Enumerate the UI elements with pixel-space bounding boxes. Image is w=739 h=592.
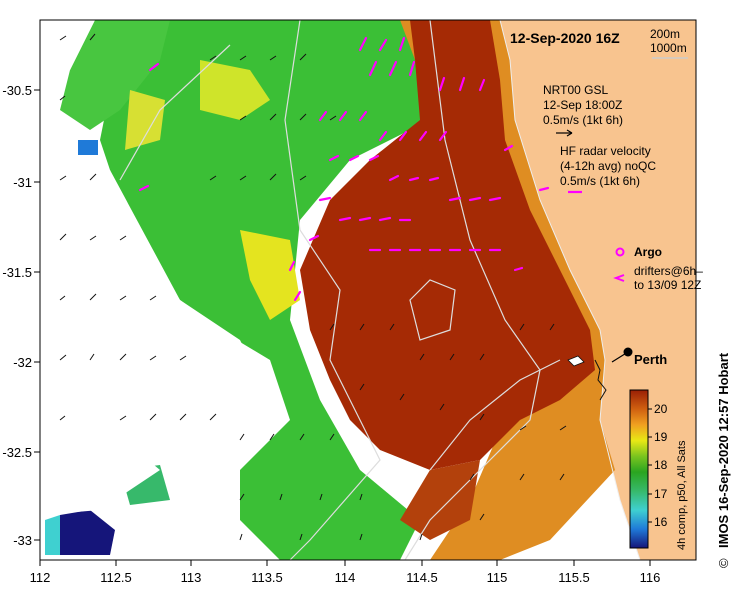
perth-label: Perth [634, 352, 667, 367]
colorbar-ticks [648, 408, 652, 523]
map-title: 12-Sep-2020 16Z [510, 30, 620, 46]
cold-patch [60, 510, 115, 555]
warm-core-south [400, 460, 480, 540]
cloud-gap-west [40, 160, 280, 470]
cool-water-north [60, 20, 170, 130]
isobath-label-1000m: 1000m [650, 41, 687, 55]
cyan-patch [45, 515, 60, 555]
hf-radar-vectors [138, 36, 550, 302]
cloud-gap-sw [40, 430, 160, 515]
y-tick-label: -32 [13, 355, 32, 370]
gsl-legend-line2: 12-Sep 18:00Z [543, 98, 622, 112]
y-tick-label: -33 [13, 533, 32, 548]
colorbar-tick-label: 20 [654, 402, 668, 416]
coastline-detail [594, 359, 607, 401]
y-tick-label: -31.5 [2, 265, 32, 280]
yellow-patch-west [125, 90, 165, 150]
colorbar-caption: 4h comp, p50, All Sats [676, 440, 688, 550]
warm-core [300, 20, 595, 470]
coast-outline [499, 20, 641, 560]
x-tick-label: 114.5 [406, 570, 438, 585]
colorbar-tick-labels: 20 19 18 17 16 [654, 402, 668, 529]
x-tick-label: 116 [640, 570, 661, 585]
yellow-patch-mid [240, 230, 300, 320]
x-axis-labels: 112 112.5 113 113.5 114 114.5 115 115.5 … [30, 570, 661, 585]
isobath-label-200m: 200m [650, 27, 680, 41]
drifter-legend-line2: to 13/09 12Z [634, 278, 701, 292]
x-tick-label: 113 [181, 570, 202, 585]
colorbar-tick-label: 19 [654, 430, 668, 444]
argo-marker-icon [615, 247, 625, 257]
perth-pointer [611, 351, 629, 363]
gsl-arrow-head [566, 129, 573, 137]
colorbar-tick-label: 18 [654, 458, 668, 472]
y-tick-label: -32.5 [2, 445, 32, 460]
x-tick-label: 115.5 [558, 570, 590, 585]
canyon-contour [429, 359, 561, 471]
x-tick-label: 113.5 [251, 570, 283, 585]
hf-legend-line2: (4-12h avg) noQC [560, 159, 656, 173]
gsl-legend-line1: NRT00 GSL [543, 83, 608, 97]
credit-text: IMOS 16-Sep-2020 12:57 Hobart [716, 352, 731, 548]
copyright-mark: © [716, 558, 731, 568]
drifter-legend-line1: drifters@6h– [634, 264, 703, 278]
x-tick-label: 114 [335, 570, 356, 585]
y-axis-labels: -30.5 -31 -31.5 -32 -32.5 -33 [2, 83, 32, 548]
axis-ticks [34, 89, 651, 566]
x-tick-label: 112.5 [100, 570, 132, 585]
x-tick-label: 112 [30, 570, 51, 585]
drifter-marker-icon [613, 274, 625, 282]
x-tick-label: 115 [487, 570, 508, 585]
swan-river [567, 355, 585, 367]
colorbar-tick-label: 16 [654, 515, 668, 529]
yellow-patch-north [200, 60, 270, 120]
blue-speck [78, 140, 98, 155]
isobath-extra [119, 44, 231, 181]
plot-frame [39, 19, 697, 561]
y-tick-label: -30.5 [2, 83, 32, 98]
hf-legend-line3: 0.5m/s (1kt 6h) [560, 174, 640, 188]
colorbar-tick-label: 17 [654, 487, 668, 501]
gsl-legend-line3: 0.5m/s (1kt 6h) [543, 113, 623, 127]
argo-label: Argo [634, 245, 662, 259]
map-plot-area [40, 20, 696, 560]
isobath-1000m [284, 20, 381, 560]
gsl-current-vectors [59, 33, 567, 541]
colorbar [629, 389, 649, 549]
rottnest-contour [409, 279, 456, 341]
hf-legend-line1: HF radar velocity [560, 144, 651, 158]
y-tick-label: -31 [13, 175, 32, 190]
cloud-gap-north [40, 20, 95, 80]
